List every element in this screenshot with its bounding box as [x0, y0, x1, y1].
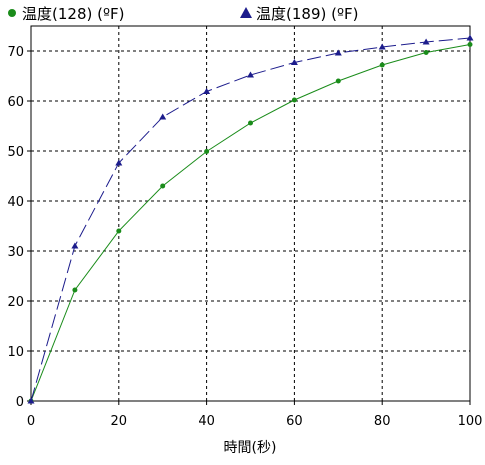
legend: 温度(128) (ºF) 温度(189) (ºF) [8, 5, 359, 23]
data-point [160, 183, 166, 189]
data-point [248, 120, 253, 126]
y-tick-label: 20 [7, 295, 24, 310]
data-point [71, 242, 79, 249]
data-point [467, 42, 473, 47]
data-point [334, 49, 342, 56]
data-point [27, 397, 35, 404]
x-tick-label: 100 [458, 414, 483, 429]
data-point [466, 34, 474, 41]
x-tick-label: 60 [286, 414, 303, 429]
legend-label: 温度(189) (ºF) [256, 5, 359, 23]
y-tick-label: 70 [7, 45, 24, 60]
data-point [379, 62, 385, 68]
series-layer [27, 34, 474, 404]
legend-marker-circle [8, 9, 16, 17]
y-tick-label: 60 [7, 95, 24, 110]
x-tick-label: 0 [27, 414, 35, 429]
data-point [247, 71, 254, 78]
y-tick-label: 30 [7, 245, 24, 260]
x-axis-title: 時間(秒) [224, 440, 277, 456]
x-tick-label: 40 [198, 414, 215, 429]
legend-marker-triangle [240, 7, 252, 18]
data-point [378, 43, 386, 50]
data-point [72, 287, 78, 293]
plot-area [30, 25, 471, 402]
data-point [203, 88, 211, 94]
data-point [116, 228, 122, 234]
y-tick-label: 50 [7, 145, 24, 160]
axes: 0 20 40 60 80 100 0 10 20 30 40 50 60 70 [7, 45, 482, 429]
y-tick-label: 40 [7, 195, 24, 210]
x-tick-label: 20 [111, 414, 128, 429]
data-point [291, 97, 297, 103]
data-point [204, 149, 210, 154]
y-tick-label: 0 [16, 395, 24, 410]
x-tick-label: 80 [374, 414, 391, 429]
data-point [159, 113, 167, 120]
y-tick-label: 10 [7, 345, 24, 360]
data-point [115, 159, 123, 166]
legend-label: 温度(128) (ºF) [22, 5, 125, 23]
data-point [290, 59, 298, 65]
data-point [422, 38, 430, 45]
data-point [335, 78, 341, 84]
data-point [423, 50, 429, 55]
